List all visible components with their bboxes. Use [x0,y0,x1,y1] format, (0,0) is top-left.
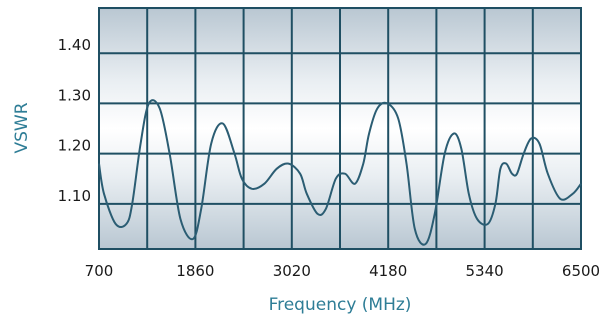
vswr-series-line [98,99,582,246]
y-tick-label: 1.30 [58,86,91,104]
x-axis-title: Frequency (MHz) [269,295,412,315]
y-tick-label: 1.40 [58,36,91,54]
y-tick-label: 1.20 [58,137,91,155]
x-tick-labels: 700 1860 3020 4180 5340 6500 [85,262,600,280]
x-tick-label: 4180 [369,262,407,280]
x-tick-label: 1860 [176,262,214,280]
x-tick-label: 6500 [562,262,600,280]
plot-frame [98,7,582,250]
y-tick-label: 1.10 [58,187,91,205]
y-tick-labels: 1.10 1.20 1.30 1.40 [58,36,91,205]
y-axis-title: VSWR [12,102,32,153]
x-tick-label: 5340 [466,262,504,280]
x-tick-label: 3020 [273,262,311,280]
x-tick-label: 700 [85,262,114,280]
grid-lines [99,8,581,249]
